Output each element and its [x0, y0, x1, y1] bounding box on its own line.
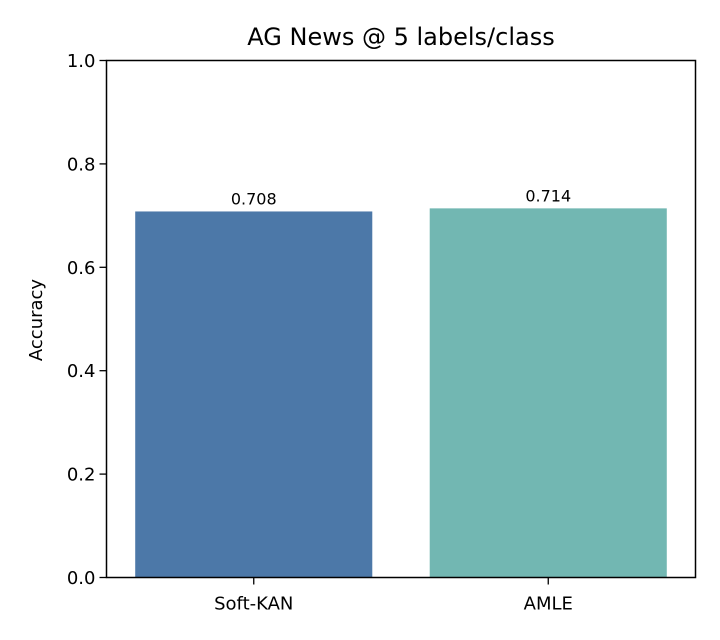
bar — [429, 208, 667, 578]
y-tick-label: 0.2 — [67, 465, 96, 486]
bar-value-labels: 0.708 0.714 — [231, 186, 571, 208]
chart-title: AG News @ 5 labels/class — [247, 23, 554, 51]
y-axis-ticks: 0.0 0.2 0.4 0.6 0.8 1.0 — [67, 51, 107, 589]
x-tick-label: Soft-KAN — [214, 594, 293, 615]
bar-value-label: 0.714 — [525, 186, 571, 205]
bar — [135, 211, 373, 578]
x-axis-ticks: Soft-KAN AMLE — [214, 577, 573, 615]
y-tick-label: 0.4 — [67, 361, 96, 382]
plot-frame — [105, 59, 697, 579]
y-axis-label: Accuracy — [26, 279, 47, 362]
y-tick-label: 0.0 — [67, 568, 96, 589]
x-tick-label: AMLE — [524, 594, 573, 615]
bars — [135, 208, 667, 578]
bar-value-label: 0.708 — [231, 189, 277, 208]
y-tick-label: 0.6 — [67, 258, 96, 279]
y-tick-label: 0.8 — [67, 154, 96, 175]
y-tick-label: 1.0 — [67, 51, 96, 72]
